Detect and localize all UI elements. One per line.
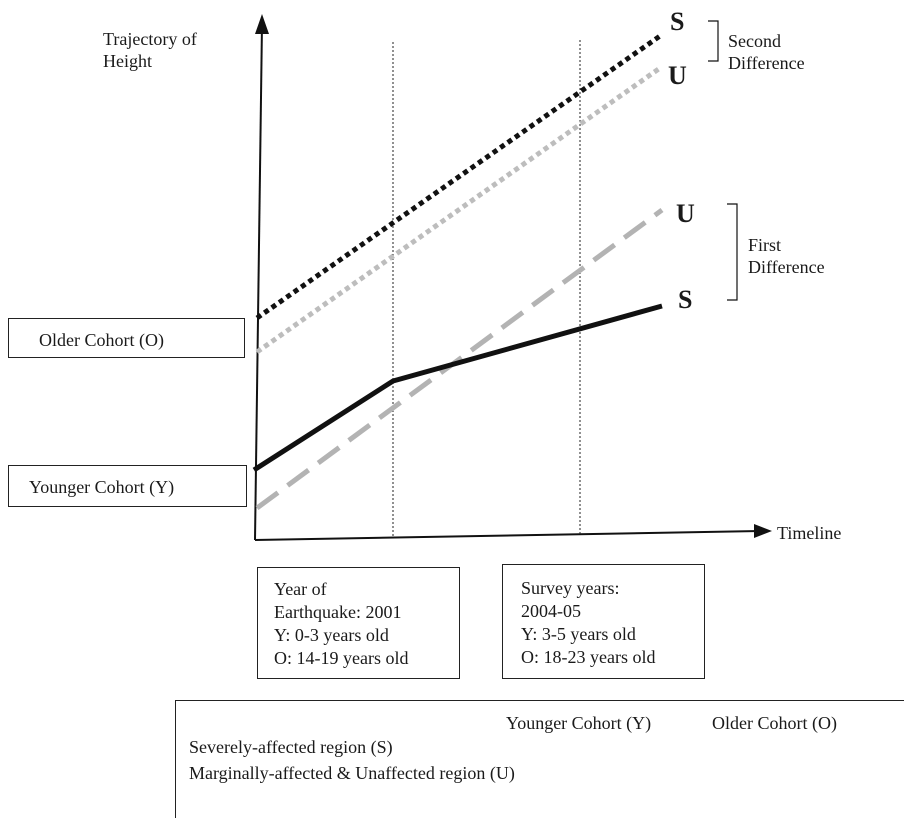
younger-severe-end-label: S <box>678 285 693 314</box>
x-axis-arrowhead <box>754 524 772 538</box>
earthquake-info-box: Year of Earthquake: 2001 Y: 0-3 years ol… <box>257 567 460 679</box>
younger-unaffected-end-label: U <box>676 199 695 228</box>
older-cohort-label: Older Cohort (O) <box>39 330 164 350</box>
legend-box <box>175 700 904 818</box>
older-severe-end-label: S <box>670 7 685 36</box>
y-axis-arrowhead <box>255 14 269 34</box>
x-axis-label: Timeline <box>777 523 842 543</box>
older-cohort-box: Older Cohort (O) <box>8 318 245 358</box>
survey-info-text: Survey years: 2004-05 Y: 3-5 years old O… <box>521 578 656 667</box>
x-axis <box>254 530 761 541</box>
older-unaffected-line <box>255 65 662 355</box>
second-difference-label: Second Difference <box>728 31 805 73</box>
younger-cohort-box: Younger Cohort (Y) <box>8 465 247 507</box>
earthquake-info-text: Year of Earthquake: 2001 Y: 0-3 years ol… <box>274 579 409 668</box>
older-unaffected-end-label: U <box>668 61 687 90</box>
legend-unaffected-row-label: Marginally-affected & Unaffected region … <box>189 763 515 783</box>
survey-info-box: Survey years: 2004-05 Y: 3-5 years old O… <box>502 564 705 679</box>
younger-cohort-label: Younger Cohort (Y) <box>29 477 175 497</box>
older-severe-line <box>255 33 662 321</box>
second-difference-bracket <box>708 20 719 62</box>
first-difference-bracket <box>727 203 738 301</box>
first-difference-label: First Difference <box>748 235 825 277</box>
y-axis-label: Trajectory of Height <box>103 29 197 71</box>
legend-younger-header: Younger Cohort (Y) <box>506 713 652 733</box>
younger-unaffected-line <box>255 207 664 511</box>
legend-older-header: Older Cohort (O) <box>712 713 837 733</box>
y-axis <box>254 23 263 541</box>
legend-severe-row-label: Severely-affected region (S) <box>189 737 393 757</box>
younger-severe-line <box>252 303 663 473</box>
